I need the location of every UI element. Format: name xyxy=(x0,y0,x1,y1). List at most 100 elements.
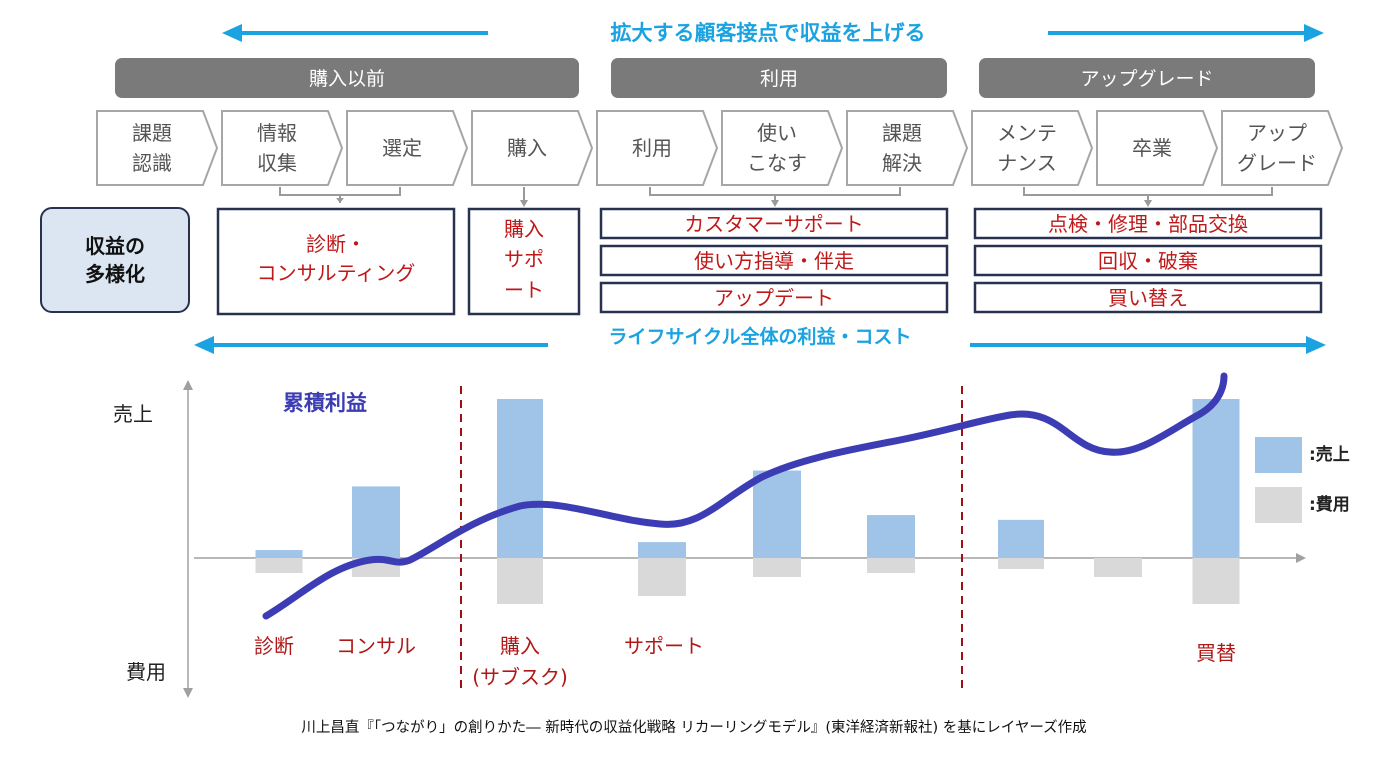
service-texts: 診断・ コンサルティング 購入 サポ ート カスタマーサポート 使い方指導・伴走… xyxy=(257,212,1248,310)
top-banner: 拡大する顧客接点で収益を上げる xyxy=(222,21,1324,45)
maintenance-box xyxy=(973,207,1323,240)
step-label: 購入 xyxy=(507,136,547,160)
replacement-box xyxy=(973,281,1323,314)
cost-bar xyxy=(1192,558,1240,604)
revenue-bar xyxy=(638,542,686,558)
step-label: 利用 xyxy=(632,136,672,160)
service-text: 点検・修理・部品交換 xyxy=(1048,212,1248,236)
cumulative-profit-curve xyxy=(262,372,1228,620)
revenue-bar xyxy=(1192,399,1240,558)
step-label: アップ xyxy=(1247,121,1307,145)
step-label: 解決 xyxy=(882,151,922,175)
collection-box xyxy=(973,244,1323,277)
legend-label: :費用 xyxy=(1309,494,1350,515)
legend-swatch-cost xyxy=(1255,487,1302,523)
service-text: コンサルティング xyxy=(257,261,416,285)
diversify-line-2: 多様化 xyxy=(85,262,145,286)
step-label: 情報 xyxy=(257,121,297,145)
service-text: ート xyxy=(504,278,544,302)
top-banner-text: 拡大する顧客接点で収益を上げる xyxy=(611,21,926,45)
y-label-revenue: 売上 xyxy=(113,402,153,426)
category-label: コンサル xyxy=(336,634,416,658)
step-chevron xyxy=(221,110,344,186)
service-text: アップデート xyxy=(714,286,834,310)
step-label: こなす xyxy=(747,151,807,175)
chart: 売上 費用 累積利益 診断 コンサル 購入 (サブスク) サポート 買替 :売上… xyxy=(113,372,1350,698)
right-arrowhead-icon xyxy=(1304,24,1324,42)
usage-guidance-box xyxy=(599,244,949,277)
consulting-box xyxy=(216,207,456,316)
left-arrowhead-icon xyxy=(194,336,214,354)
y-axis-down-arrow-icon xyxy=(183,688,193,698)
step-label: メンテ xyxy=(997,121,1057,145)
source-citation: 川上昌直『「つながり」の創りかた― 新時代の収益化戦略 リカーリングモデル』(東… xyxy=(301,718,1086,736)
curve-label: 累積利益 xyxy=(283,391,367,415)
revenue-bar xyxy=(497,399,543,558)
connectors xyxy=(279,187,1273,207)
y-label-cost: 費用 xyxy=(126,660,166,684)
service-text: サポ xyxy=(504,247,544,271)
service-boxes xyxy=(216,207,1323,316)
service-text: 購入 xyxy=(504,217,544,241)
step-chevron xyxy=(596,110,719,186)
step-chevron xyxy=(96,110,219,186)
step-label: 認識 xyxy=(132,151,172,175)
bars xyxy=(255,399,1240,604)
category-label: 買替 xyxy=(1196,641,1236,665)
x-axis-arrow-icon xyxy=(1296,553,1306,563)
step-chevron xyxy=(471,110,594,186)
revenue-bar xyxy=(867,515,915,558)
step-chevron xyxy=(1096,110,1219,186)
cost-bar xyxy=(753,558,801,577)
phase-pre-purchase xyxy=(115,58,579,98)
step-label: 卒業 xyxy=(1132,136,1172,160)
lifecycle-banner-text: ライフサイクル全体の利益・コスト xyxy=(608,325,911,348)
service-text: カスタマーサポート xyxy=(684,212,864,236)
service-text: 買い替え xyxy=(1108,286,1188,310)
cost-bar xyxy=(497,558,543,604)
category-label: 診断 xyxy=(254,634,294,658)
legend-label: :売上 xyxy=(1309,444,1350,465)
revenue-bar xyxy=(352,486,400,558)
cost-bar xyxy=(867,558,915,573)
left-arrowhead-icon xyxy=(222,24,242,42)
y-axis-up-arrow-icon xyxy=(183,380,193,390)
category-label: サポート xyxy=(624,634,704,658)
revenue-bar xyxy=(255,550,303,558)
legend-swatch-revenue xyxy=(1255,437,1302,473)
revenue-bar xyxy=(753,470,801,558)
phase-headers: 購入以前 利用 アップグレード xyxy=(115,58,1315,98)
step-label: ナンス xyxy=(997,151,1057,175)
customer-support-box xyxy=(599,207,949,240)
service-text: 診断・ xyxy=(306,232,366,256)
phase-label: アップグレード xyxy=(1080,68,1213,90)
phase-label: 利用 xyxy=(760,68,798,90)
step-label: 課題 xyxy=(132,121,172,145)
phase-upgrade xyxy=(979,58,1315,98)
step-label: 選定 xyxy=(382,136,422,160)
revenue-diversification-box: 収益の 多様化 xyxy=(40,207,190,313)
step-chevron xyxy=(721,110,844,186)
cost-bar xyxy=(1094,558,1142,577)
revenue-bar xyxy=(998,519,1044,558)
category-label: 購入 xyxy=(500,634,540,658)
category-label: (サブスク) xyxy=(472,665,568,689)
cost-bar xyxy=(998,558,1044,569)
step-label: 収集 xyxy=(257,151,297,175)
cost-bar xyxy=(255,558,303,573)
step-chevron xyxy=(346,110,469,186)
step-label: 課題 xyxy=(882,121,922,145)
step-chevron xyxy=(846,110,969,186)
cost-bar xyxy=(638,558,686,596)
step-chevron xyxy=(971,110,1094,186)
step-label: グレード xyxy=(1237,151,1317,175)
service-text: 使い方指導・伴走 xyxy=(694,249,854,273)
diversify-line-1: 収益の xyxy=(85,234,145,258)
step-label: 使い xyxy=(757,121,797,145)
step-chevron xyxy=(1221,110,1344,186)
lifecycle-banner: ライフサイクル全体の利益・コスト xyxy=(194,325,1326,354)
phase-label: 購入以前 xyxy=(309,68,385,90)
purchase-support-box xyxy=(467,207,581,316)
